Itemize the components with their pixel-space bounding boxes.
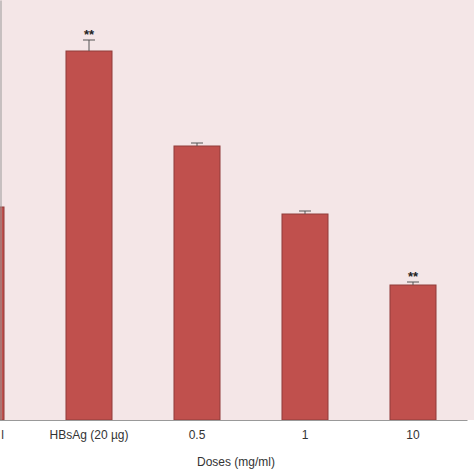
y-axis <box>1 1 2 421</box>
bar <box>282 214 328 420</box>
y-axis-line <box>1 1 2 421</box>
x-axis: l HBsAg (20 µg) 0.5 1 10 <box>0 420 468 442</box>
error-cap <box>191 143 203 144</box>
error-bar <box>299 211 311 214</box>
x-tick: 1 <box>302 420 309 442</box>
bar <box>66 51 112 420</box>
x-tick-label: 1 <box>302 428 309 442</box>
x-tick-label: l <box>1 428 4 442</box>
significance-label: ** <box>408 269 419 284</box>
significance-label: ** <box>84 27 95 42</box>
marks <box>0 40 436 420</box>
x-axis-title: Doses (mg/ml) <box>197 455 275 469</box>
x-tick-label: HBsAg (20 µg) <box>50 428 129 442</box>
x-tick: 10 <box>406 420 420 442</box>
error-cap <box>299 211 311 212</box>
x-tick-label: 10 <box>406 428 420 442</box>
chart: l HBsAg (20 µg) 0.5 1 10 Doses (mg/ml) ** ** <box>0 0 474 474</box>
bar <box>174 146 220 420</box>
x-tick: l <box>0 420 4 442</box>
bar <box>390 285 436 420</box>
plot-background <box>0 0 474 420</box>
x-tick: 0.5 <box>189 420 206 442</box>
error-bar <box>191 143 203 146</box>
x-tick-label: 0.5 <box>189 428 206 442</box>
x-axis-line <box>0 420 468 421</box>
x-tick: HBsAg (20 µg) <box>50 420 129 442</box>
